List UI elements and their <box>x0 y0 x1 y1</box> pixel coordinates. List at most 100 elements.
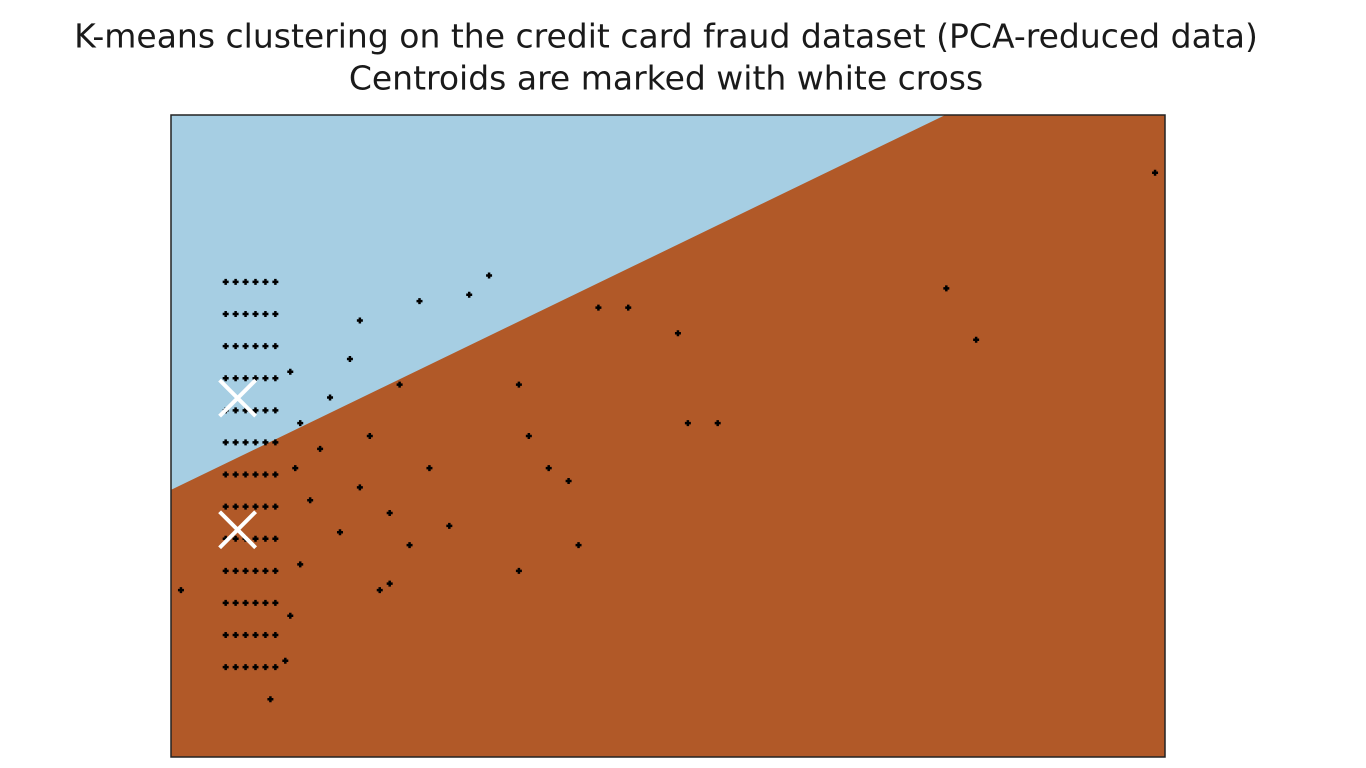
data-point <box>222 632 229 639</box>
data-point <box>272 664 279 671</box>
data-point <box>222 343 229 350</box>
data-point <box>272 632 279 639</box>
data-point <box>272 407 279 414</box>
data-point <box>366 433 373 439</box>
data-point <box>426 465 433 472</box>
data-point <box>262 278 269 285</box>
data-point <box>252 439 259 446</box>
data-point <box>396 381 403 388</box>
data-point <box>252 503 259 510</box>
data-point <box>272 599 279 606</box>
data-point <box>222 567 229 574</box>
data-point <box>232 278 239 285</box>
data-point <box>336 529 343 536</box>
data-point <box>346 355 353 362</box>
data-point <box>222 311 229 318</box>
data-point <box>262 407 269 414</box>
data-point <box>267 696 274 703</box>
data-point <box>262 439 269 446</box>
data-point <box>515 381 522 388</box>
data-point <box>386 580 393 587</box>
data-point <box>272 503 279 510</box>
data-point <box>262 503 269 510</box>
data-point <box>356 484 363 491</box>
data-point <box>232 311 239 318</box>
data-point <box>575 542 582 549</box>
data-point <box>252 311 259 318</box>
data-point <box>272 535 279 542</box>
data-point <box>252 278 259 285</box>
data-point <box>262 471 269 478</box>
data-point <box>525 433 532 439</box>
data-point <box>222 471 229 478</box>
data-point <box>252 664 259 671</box>
data-point <box>327 394 334 401</box>
data-point <box>973 336 980 343</box>
data-point <box>252 471 259 478</box>
data-point <box>356 317 363 324</box>
data-point <box>272 439 279 446</box>
data-point <box>222 503 229 510</box>
data-point <box>297 561 304 568</box>
data-point <box>232 664 239 671</box>
data-point <box>252 343 259 350</box>
data-point <box>262 311 269 318</box>
data-point <box>232 599 239 606</box>
data-point <box>446 522 453 529</box>
data-point <box>242 471 249 478</box>
data-point <box>232 439 239 446</box>
data-point <box>262 343 269 350</box>
data-point <box>292 465 299 472</box>
data-point <box>232 567 239 574</box>
data-point <box>242 599 249 606</box>
data-point <box>282 657 289 664</box>
data-point <box>262 632 269 639</box>
data-point <box>232 535 239 542</box>
chart-subtitle: Centroids are marked with white cross <box>349 59 983 98</box>
data-point <box>262 664 269 671</box>
data-point <box>595 304 602 311</box>
data-point <box>242 343 249 350</box>
data-point <box>307 497 314 504</box>
data-point <box>242 375 249 382</box>
data-point <box>272 471 279 478</box>
data-point <box>252 567 259 574</box>
data-point <box>515 567 522 574</box>
data-point <box>386 510 393 517</box>
data-point <box>242 567 249 574</box>
centroid <box>218 510 258 550</box>
data-point <box>262 567 269 574</box>
data-point <box>262 599 269 606</box>
data-point <box>684 420 691 427</box>
data-point <box>406 542 413 549</box>
plot-frame <box>170 114 1166 758</box>
data-point <box>272 567 279 574</box>
data-point <box>486 272 493 279</box>
region <box>171 115 1165 757</box>
data-point <box>262 375 269 382</box>
data-point <box>297 420 304 427</box>
data-point <box>287 368 294 375</box>
data-point <box>287 612 294 619</box>
data-point <box>222 278 229 285</box>
data-point <box>1152 169 1159 176</box>
data-point <box>242 632 249 639</box>
data-point <box>232 471 239 478</box>
data-point <box>232 343 239 350</box>
data-point <box>242 439 249 446</box>
data-point <box>252 599 259 606</box>
data-point <box>317 445 324 452</box>
data-point <box>222 664 229 671</box>
data-point <box>272 375 279 382</box>
data-point <box>625 304 632 311</box>
data-point <box>674 330 681 337</box>
data-point <box>272 278 279 285</box>
data-point <box>232 407 239 414</box>
data-point <box>252 535 259 542</box>
data-point <box>222 599 229 606</box>
data-point <box>242 664 249 671</box>
data-point <box>466 291 473 298</box>
data-point <box>545 465 552 472</box>
data-point <box>376 587 383 594</box>
